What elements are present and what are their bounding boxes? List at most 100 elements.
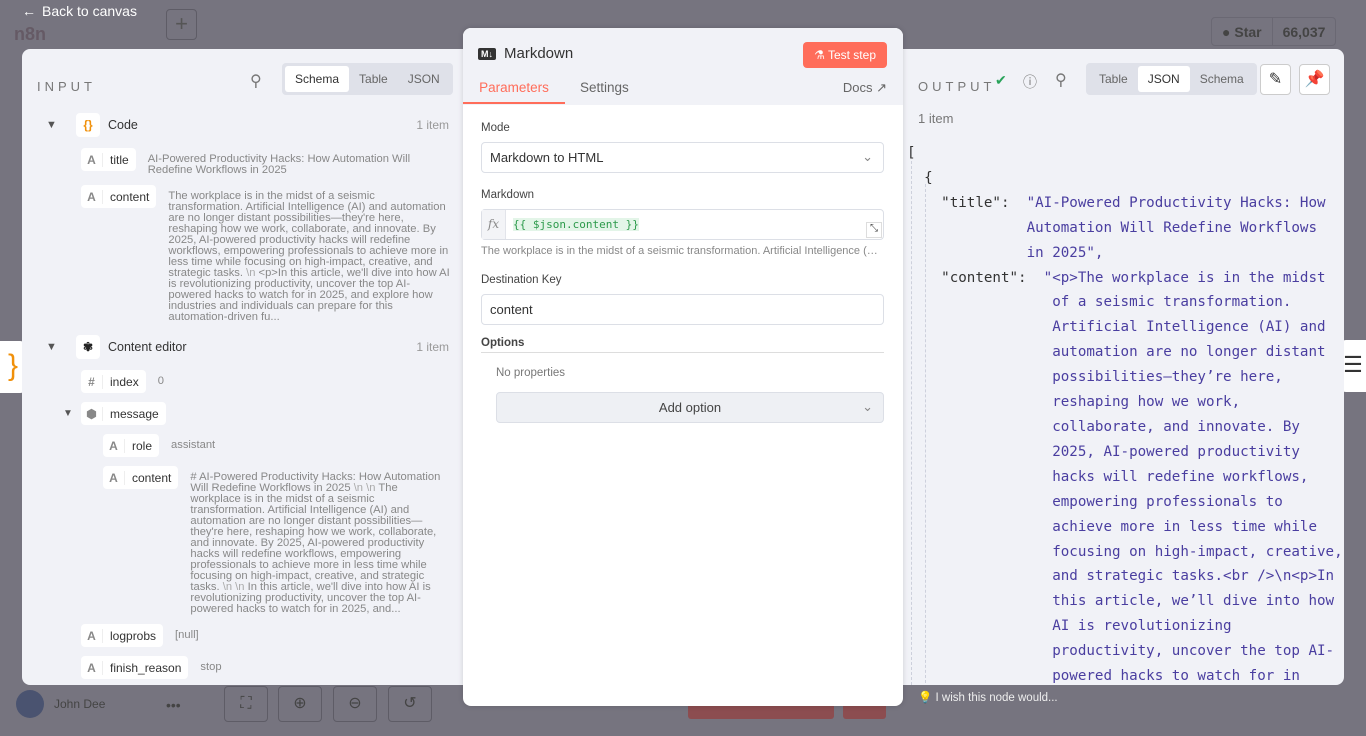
user-menu[interactable]: John Dee: [16, 690, 105, 718]
chevron-down-icon[interactable]: ▼: [63, 408, 73, 419]
markdown-icon: M↓: [478, 47, 496, 60]
tab-parameters[interactable]: Parameters: [463, 80, 565, 104]
mode-label: Mode: [481, 122, 510, 134]
execute-workflow-button[interactable]: [688, 703, 834, 719]
zoom-in-button[interactable]: ⊕: [278, 686, 322, 722]
field-name: role: [132, 438, 153, 453]
delete-execution-button[interactable]: [843, 703, 886, 719]
tab-settings[interactable]: Settings: [580, 80, 629, 95]
test-step-button[interactable]: ⚗ Test step: [803, 42, 887, 68]
pin-data-button[interactable]: 📌: [1299, 64, 1330, 95]
string-type-icon: A: [81, 152, 103, 167]
view-table[interactable]: Table: [1099, 72, 1128, 86]
field-name: finish_reason: [110, 660, 182, 675]
options-label: Options: [481, 337, 884, 353]
item-count: 1 item: [416, 118, 449, 132]
field-message: ▼ ⬢ message: [63, 402, 451, 425]
json-line: productivity, uncover the top AI-: [907, 643, 1335, 660]
output-title: OUTPUT: [918, 79, 996, 94]
json-line: powered hacks to watch for in: [907, 668, 1300, 685]
field-value: stop: [200, 661, 222, 673]
view-json[interactable]: JSON: [1137, 66, 1190, 92]
expression-value: {{ $json.content }}: [513, 218, 639, 231]
star-count: 66,037: [1271, 18, 1336, 45]
markdown-expression-input[interactable]: fx {{ $json.content }} ⤡: [481, 209, 884, 240]
output-view-switch: Table JSON Schema: [1086, 63, 1257, 95]
group-content-editor[interactable]: ▼ ✾ Content editor 1 item: [46, 335, 463, 359]
view-schema[interactable]: Schema: [1199, 72, 1244, 86]
json-line: possibilities—they’re here,: [907, 369, 1283, 386]
newline-escape: \n \n: [353, 482, 376, 494]
reset-zoom-button[interactable]: ↺: [388, 686, 432, 722]
feedback-link[interactable]: 💡 I wish this node would...: [918, 690, 1058, 704]
field-name: index: [110, 374, 139, 389]
json-line: Artificial Intelligence (AI) and: [907, 319, 1326, 336]
destination-key-input[interactable]: content: [481, 294, 884, 325]
zoom-out-button[interactable]: ⊖: [333, 686, 377, 722]
chevron-down-icon: ⌄: [862, 399, 873, 414]
field-pill[interactable]: ⬢ message: [81, 402, 166, 425]
view-schema[interactable]: Schema: [285, 66, 350, 92]
value-text: In this article, we'll dive into how AI …: [190, 581, 431, 615]
json-line: empowering professionals to: [907, 493, 1283, 510]
search-icon[interactable]: ⚲: [250, 73, 262, 90]
docs-link[interactable]: Docs ↗: [843, 80, 887, 96]
info-icon[interactable]: ⓘ: [1023, 74, 1037, 90]
search-icon[interactable]: ⚲: [1055, 72, 1067, 89]
chevron-down-icon: ⌄: [862, 149, 873, 164]
mode-value: Markdown to HTML: [490, 150, 604, 165]
json-line: this article, we’ll dive into how: [907, 593, 1335, 610]
field-name: content: [110, 189, 150, 204]
more-options-icon[interactable]: •••: [166, 697, 181, 713]
arrow-left-icon: ←: [22, 3, 36, 19]
fit-view-button[interactable]: ⛶: [224, 686, 268, 722]
github-star-label: ● Star: [1212, 18, 1272, 45]
external-link-icon: ↗: [876, 80, 887, 95]
string-type-icon: A: [103, 470, 125, 485]
github-star-button[interactable]: ● Star 66,037: [1211, 17, 1337, 46]
feedback-text: I wish this node would...: [935, 692, 1058, 704]
json-line: "title": "AI-Powered Productivity Hacks:…: [941, 194, 1326, 211]
edit-output-button[interactable]: ✎: [1260, 64, 1291, 95]
json-key: "title":: [941, 194, 1010, 211]
view-json[interactable]: JSON: [407, 72, 440, 86]
group-code[interactable]: ▼ {} Code 1 item: [46, 113, 463, 137]
chevron-down-icon: ▼: [46, 341, 57, 353]
field-pill[interactable]: # index: [81, 370, 146, 393]
node-name[interactable]: Markdown: [504, 45, 574, 62]
output-panel: OUTPUT ✔ ⓘ ⚲ Table JSON Schema ✎ 📌 1 ite…: [903, 49, 1344, 685]
add-node-button[interactable]: +: [166, 9, 197, 40]
expand-editor-icon[interactable]: ⤡: [866, 222, 882, 238]
next-node-icon[interactable]: ☰: [1340, 340, 1366, 392]
code-node-icon[interactable]: }: [0, 341, 26, 393]
expression-preview: The workplace is in the midst of a seism…: [481, 245, 884, 257]
json-line: "content": "<p>The workplace is in the m…: [941, 269, 1326, 286]
json-key: "content":: [941, 269, 1027, 286]
value-text: <p>In this article, we'll dive into how …: [168, 267, 450, 323]
json-line: {: [907, 169, 933, 186]
number-type-icon: #: [81, 374, 103, 389]
newline-escape: \n \n: [222, 581, 245, 593]
json-line: focusing on high-impact, creative,: [907, 543, 1343, 560]
back-to-canvas-link[interactable]: ← Back to canvas: [22, 3, 137, 19]
lightbulb-icon: 💡: [918, 692, 933, 704]
flask-icon: ⚗: [814, 48, 825, 62]
item-count: 1 item: [918, 111, 954, 126]
view-table[interactable]: Table: [359, 72, 388, 86]
avatar: [16, 690, 44, 718]
add-option-button[interactable]: Add option ⌄: [496, 392, 884, 423]
mode-select[interactable]: Markdown to HTML ⌄: [481, 142, 884, 173]
string-type-icon: A: [81, 660, 103, 675]
docs-label: Docs: [842, 80, 873, 95]
input-panel: INPUT ⚲ Schema Table JSON ▼ {} Code 1 item …: [22, 49, 463, 685]
field-value: AI-Powered Productivity Hacks: How Autom…: [147, 153, 411, 176]
value-text: The workplace is in the midst of a seism…: [168, 190, 449, 279]
